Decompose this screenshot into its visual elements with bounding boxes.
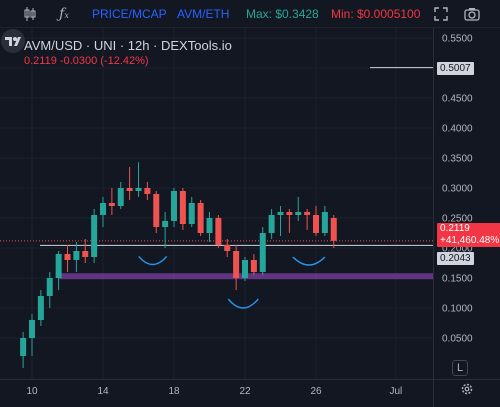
chart-settings-gear-icon[interactable] (460, 382, 476, 398)
chart-toolbar: ƒx PRICE/MCAP AVM/ETH Max: $0.3428 Min: … (0, 0, 500, 28)
gear-glyph (461, 383, 473, 395)
candle-body (188, 203, 195, 224)
candle-body (55, 254, 62, 278)
screenshot-camera-icon[interactable] (463, 5, 481, 23)
candle-body (46, 278, 53, 296)
x-tick-label: 22 (239, 386, 251, 397)
candle-body (91, 215, 98, 257)
candle-body (197, 203, 204, 233)
min-price-label: Min: $0.0005100 (331, 7, 421, 21)
chart-legend-title: AVM/USD · UNI · 12h · DEXTools.io (24, 38, 232, 53)
y-tick-label: 0.3000 (442, 184, 473, 195)
y-tick-label: 0.2000 (442, 244, 473, 255)
x-tick-label: 10 (26, 386, 38, 397)
y-tick-label: 0.2500 (442, 214, 473, 225)
candle-body (100, 203, 106, 215)
indicators-fx-icon[interactable]: ƒx (59, 6, 69, 22)
candle-body (117, 188, 124, 206)
candle-body (171, 191, 177, 221)
candle-body (295, 212, 302, 215)
candle-body (37, 296, 44, 320)
line-level-price-tag: 0.2043 (437, 252, 474, 266)
y-tick-label: 0.5500 (442, 34, 473, 45)
candle-body (277, 212, 284, 215)
tradingview-logo-icon (1, 29, 25, 53)
candle-body (224, 245, 231, 251)
chart-canvas[interactable]: 0.55000.50000.45000.40000.35000.30000.25… (0, 28, 500, 407)
x-tick-label: 26 (310, 386, 322, 397)
y-tick-label: 0.0500 (442, 334, 473, 345)
crosshair-price-tag: 0.5007 (437, 61, 474, 75)
x-tick-label: 18 (168, 386, 180, 397)
max-price-label: Max: $0.3428 (246, 7, 319, 21)
candle-body (313, 215, 319, 233)
candle-body (259, 233, 266, 272)
candle-body (108, 203, 115, 206)
candle-body (20, 338, 27, 356)
x-tick-label: Jul (389, 386, 402, 397)
drawn-arc-annotation (227, 298, 259, 309)
candle-body (73, 251, 80, 260)
candle-body (250, 260, 257, 272)
drawn-arc-annotation (138, 255, 168, 266)
y-tick-label: 0.1000 (442, 304, 473, 315)
candle-body (242, 260, 248, 278)
x-tick-label: 14 (97, 386, 109, 397)
candle-body (126, 188, 133, 191)
candlestick-glyph (24, 7, 36, 21)
candle-body (304, 212, 311, 215)
candle-body (268, 215, 275, 233)
current-price-value: 0.2119 (440, 222, 470, 234)
price-mcap-toggle[interactable]: PRICE/MCAP (92, 7, 167, 21)
avm-eth-toggle[interactable]: AVM/ETH (177, 7, 230, 21)
current-price-change: +41,460.48% (440, 234, 500, 246)
candle-body (29, 320, 35, 338)
y-tick-label: 0.1500 (442, 274, 473, 285)
candle-body (82, 251, 89, 257)
log-scale-button[interactable]: L (452, 360, 468, 376)
price-chart[interactable]: 0.55000.50000.45000.40000.35000.30000.25… (0, 28, 500, 407)
candle-body (215, 218, 222, 245)
y-tick-label: 0.3500 (442, 154, 473, 165)
y-tick-label: 0.4500 (442, 94, 473, 105)
camera-glyph (464, 8, 480, 21)
candle-body (321, 212, 328, 233)
candlestick-type-icon[interactable] (21, 5, 39, 23)
candle-body (144, 188, 151, 194)
fullscreen-glyph (434, 7, 448, 21)
candle-body (153, 194, 160, 227)
candle-body (286, 212, 293, 215)
candle-body (162, 221, 169, 227)
current-price-tag: 0.2119 +41,460.48% (437, 222, 500, 247)
candle-body (330, 218, 337, 241)
candle-body (233, 251, 240, 278)
candle-body (206, 218, 213, 233)
candle-body (64, 254, 71, 260)
candle-body (179, 191, 186, 224)
fullscreen-icon[interactable] (432, 5, 450, 23)
drawn-arc-annotation (292, 256, 326, 266)
chart-legend-values: 0.2119 -0.0300 (-12.42%) (24, 55, 149, 67)
y-tick-label: 0.4000 (442, 124, 473, 135)
candle-body (135, 188, 142, 191)
